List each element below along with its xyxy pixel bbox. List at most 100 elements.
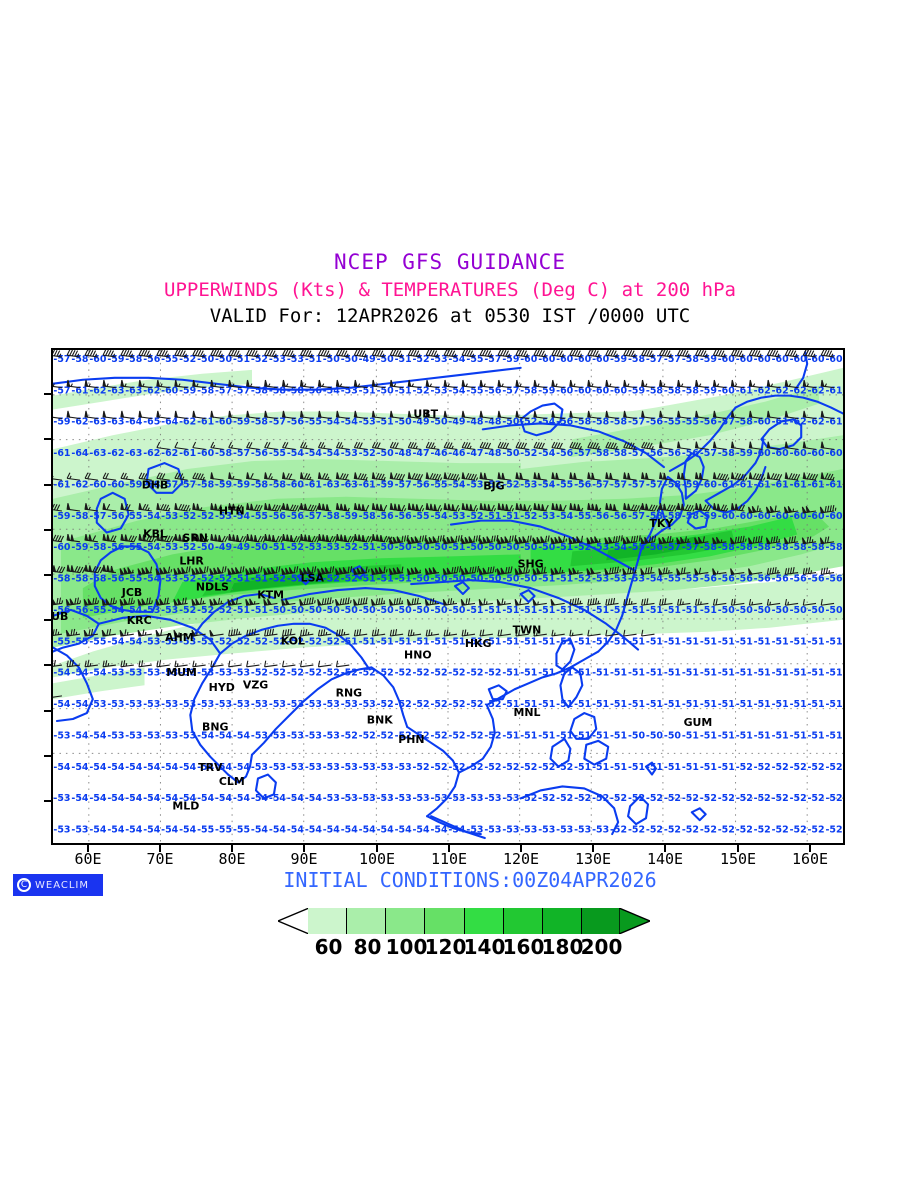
temperature-value: -54	[323, 417, 340, 428]
colorbar-tick-label: 120	[424, 935, 467, 959]
wind-barb	[784, 567, 799, 575]
temperature-value: -60	[610, 385, 627, 396]
wind-barb	[66, 379, 81, 389]
temperature-value: -61	[71, 385, 88, 396]
x-tick-label: 150E	[719, 850, 757, 868]
temperature-value: -51	[610, 668, 627, 679]
temperature-value: -62	[143, 448, 160, 459]
wind-barb	[461, 379, 476, 389]
temperature-value: -52	[502, 479, 519, 490]
temperature-value: -52	[484, 762, 501, 773]
wind-barb	[155, 597, 170, 606]
colorbar-tick-label: 60	[314, 935, 343, 959]
temperature-value: -57	[395, 479, 412, 490]
temperature-value: -56	[826, 574, 843, 585]
temperature-value: -58	[736, 417, 753, 428]
wind-barb	[514, 535, 534, 545]
temperature-value: -58	[251, 385, 268, 396]
temperature-value: -51	[682, 762, 699, 773]
temperature-value: -51	[556, 730, 573, 741]
wind-barb	[748, 598, 763, 606]
temperature-value: -60	[107, 479, 124, 490]
temperature-value: -60	[790, 511, 807, 522]
wind-barb	[550, 567, 565, 575]
wind-barb	[65, 628, 81, 637]
wind-barb	[227, 597, 242, 606]
temperature-value: -51	[395, 636, 412, 647]
wind-barb	[138, 350, 152, 358]
wind-barb	[712, 536, 727, 545]
wind-barb	[712, 503, 729, 512]
wind-barb	[784, 350, 799, 358]
temperature-value: -54	[287, 448, 304, 459]
x-tick-label: 60E	[74, 850, 102, 868]
temperature-value: -51	[700, 668, 717, 679]
temperature-value: -49	[215, 542, 232, 553]
temperature-value: -54	[125, 636, 142, 647]
wind-barb	[730, 350, 745, 358]
temperature-value: -53	[359, 762, 376, 773]
wind-barb	[442, 598, 458, 606]
wind-barb	[497, 503, 515, 512]
temperature-value: -60	[592, 385, 609, 396]
temperature-value: -51	[790, 699, 807, 710]
wind-barb	[102, 410, 116, 420]
colorbar-tick-label: 100	[385, 935, 428, 959]
wind-barb	[712, 598, 727, 606]
temperature-value: -51	[592, 762, 609, 773]
wind-barb	[84, 350, 98, 358]
temperature-value: -58	[71, 354, 88, 365]
weaclim-logo[interactable]: C WEACLIM	[13, 874, 103, 896]
wind-barb	[802, 350, 817, 358]
temperature-value: -53	[323, 793, 340, 804]
temperature-value: -51	[826, 668, 843, 679]
temperature-value: -54	[197, 762, 214, 773]
temperature-value: -57	[305, 511, 322, 522]
weather-map-plot[interactable]: -57 -58 -60 -59 -58 -56 -55 -52 -50 -50 -51 -52 -53-…	[51, 348, 845, 845]
temperature-value: -52	[197, 605, 214, 616]
wind-barb	[568, 535, 584, 545]
temperature-value: -60	[574, 385, 591, 396]
wind-barb	[173, 566, 191, 575]
wind-barb	[281, 503, 302, 512]
temperature-value: -55	[413, 511, 430, 522]
wind-barb	[641, 629, 655, 637]
temperature-value: -47	[466, 448, 483, 459]
temperature-value: -54	[143, 762, 160, 773]
temperature-value: -51	[574, 636, 591, 647]
temperature-value: -50	[502, 448, 519, 459]
temperature-value: -52	[520, 417, 537, 428]
temperature-value: -63	[89, 448, 106, 459]
temperature-value: -64	[71, 448, 88, 459]
temperature-value: -53	[179, 636, 196, 647]
temperature-value: -61	[808, 479, 825, 490]
temperature-value: -58	[215, 448, 232, 459]
temperature-value: -51	[502, 730, 519, 741]
wind-barb	[820, 472, 835, 481]
temperature-value: -53	[287, 762, 304, 773]
temperature-value: -51	[556, 542, 573, 553]
wind-barb	[65, 597, 82, 606]
temperature-value: -53	[161, 730, 178, 741]
wind-barb	[820, 598, 835, 606]
temperature-value: -53	[610, 574, 627, 585]
wind-barb	[730, 568, 745, 575]
temperature-value: -53	[431, 385, 448, 396]
station-label: HNO	[404, 649, 432, 662]
wind-barb	[497, 472, 511, 481]
temperature-value: -62	[808, 417, 825, 428]
temperature-value: -52	[287, 668, 304, 679]
temperature-value: -50	[628, 730, 645, 741]
temperature-value: -58	[251, 479, 268, 490]
temperature-value: -55	[664, 417, 681, 428]
temperature-value: -64	[125, 417, 142, 428]
wind-barb	[281, 410, 296, 420]
temperature-value: -50	[305, 605, 322, 616]
temperature-value: -51	[790, 636, 807, 647]
wind-barb	[299, 566, 317, 575]
temperature-value: -56	[646, 448, 663, 459]
colorbar-tick-label: 200	[580, 935, 623, 959]
wind-barb	[210, 441, 224, 450]
wind-barb	[228, 350, 242, 358]
wind-barb	[604, 566, 621, 575]
